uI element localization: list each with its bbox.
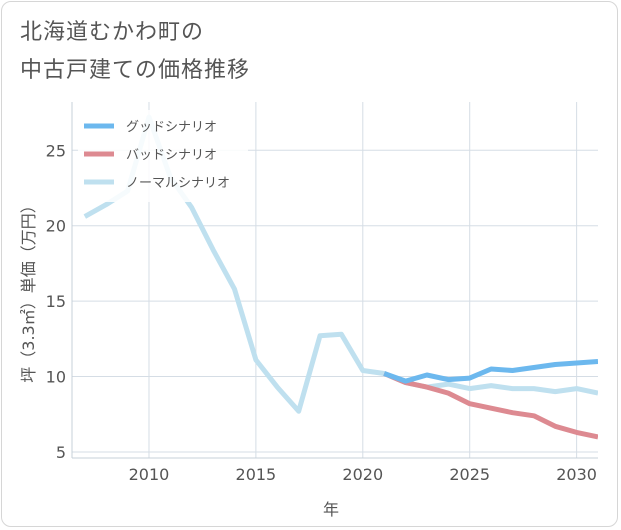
y-tick-label: 5 xyxy=(56,443,66,462)
x-axis-title: 年 xyxy=(323,500,339,519)
axis-labels: 年 坪（3.3㎡）単価（万円） xyxy=(19,197,339,519)
x-tick-label: 2020 xyxy=(342,465,383,484)
x-tick-label: 2015 xyxy=(236,465,277,484)
x-tick-label: 2030 xyxy=(556,465,597,484)
chart-title: 北海道むかわ町の 中古戸建ての価格推移 xyxy=(20,14,250,90)
chart-title-line-2: 中古戸建ての価格推移 xyxy=(20,58,251,83)
y-axis-title: 坪（3.3㎡）単価（万円） xyxy=(19,197,38,382)
y-tick-label: 15 xyxy=(46,292,66,311)
chart-title-line-1: 北海道むかわ町の xyxy=(20,20,205,45)
legend-label: ノーマルシナリオ xyxy=(126,176,230,191)
legend-label: バッドシナリオ xyxy=(126,148,217,163)
series-line-0 xyxy=(383,359,598,384)
series-line-1 xyxy=(383,371,598,440)
grid-lines xyxy=(72,102,598,458)
x-tick-label: 2025 xyxy=(449,465,490,484)
y-tick-label: 10 xyxy=(46,368,66,387)
x-tick-label: 2010 xyxy=(129,465,170,484)
legend-label: グッドシナリオ xyxy=(126,120,217,135)
y-tick-label: 20 xyxy=(46,217,66,236)
y-tick-label: 25 xyxy=(46,141,66,160)
